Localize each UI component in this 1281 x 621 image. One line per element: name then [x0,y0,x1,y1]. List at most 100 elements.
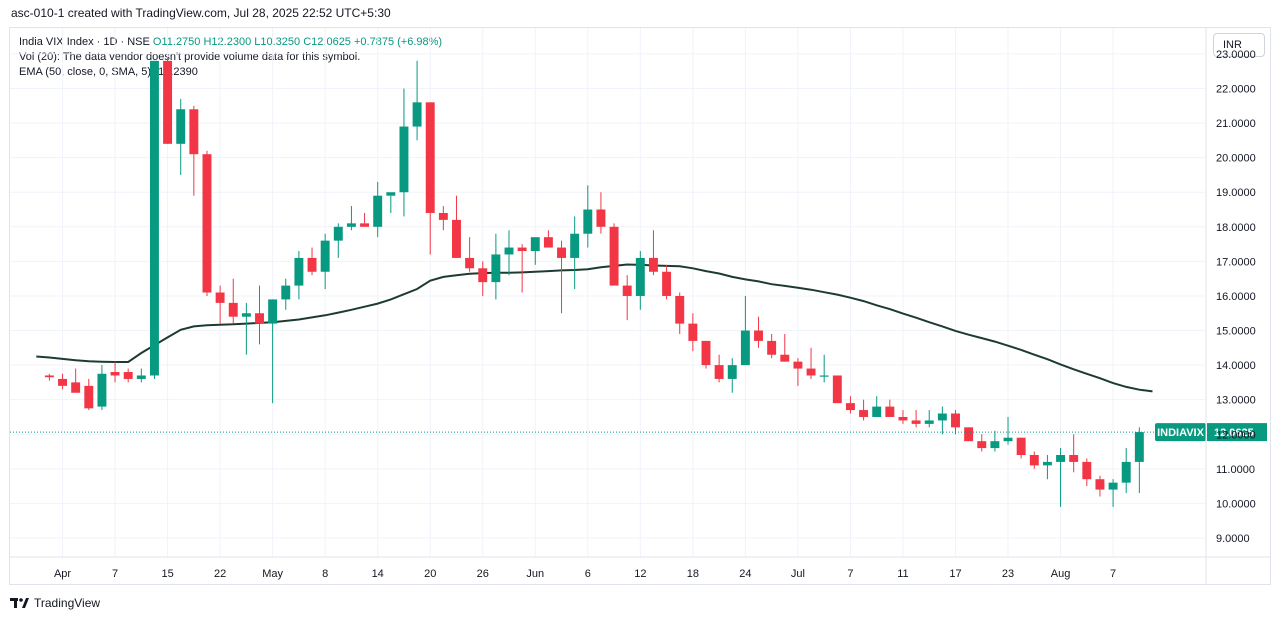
candle-body [924,420,934,424]
candle-body [1121,461,1131,483]
candle-body [399,126,409,193]
candle [228,278,238,324]
candle-body [241,313,251,317]
candle-body [806,368,816,376]
candle-body [149,60,159,376]
x-tick-label: 12 [634,568,646,580]
chart-frame [9,27,1271,585]
x-tick-label: 26 [477,568,489,580]
candle-body [189,109,199,155]
candle [859,399,869,421]
x-tick-label: 24 [739,568,751,580]
candle [819,354,829,383]
candle-body [136,375,146,379]
y-tick-label: 15.0000 [1216,326,1256,338]
candle [990,430,1000,452]
candle [662,264,672,300]
candle [346,206,356,231]
candle-body [832,375,842,404]
candle-body [163,60,173,144]
symbol-title[interactable]: India VIX Index · 1D · NSE [19,36,150,48]
candle-body [740,330,750,366]
candle-body [465,257,475,269]
candle-body [360,223,370,227]
candle [964,427,974,442]
candle [767,333,777,359]
candle [1056,448,1066,507]
candle [1134,427,1144,494]
candle [386,192,396,213]
candle [478,261,488,296]
candle-body [977,441,987,449]
candle [491,233,501,300]
candle [425,102,435,255]
candle [648,230,658,276]
candle [570,216,580,290]
candle-body [570,233,580,258]
tradingview-logo-icon [10,598,29,608]
y-tick-label: 13.0000 [1216,395,1256,407]
symbol-tag-label: INDIAVIX [1157,427,1205,439]
candle-body [58,378,67,386]
last-price-group: INDIAVIX 12.0625 [10,423,1267,442]
candle-body [307,257,317,272]
candle-body [110,372,120,376]
candle [793,358,803,386]
candle-body [1029,455,1039,466]
candle [951,410,960,435]
x-tick-label: Jun [526,568,544,580]
candle [1016,437,1026,459]
x-tick-label: 7 [1110,568,1116,580]
candle-body [346,223,356,227]
last-price-tag-label: 12.0625 [1214,427,1254,439]
candle [465,237,475,272]
candle [215,285,225,324]
candle [97,365,107,411]
candle-body [767,340,777,355]
candle-body [412,102,422,127]
x-tick-label: 7 [112,568,118,580]
candle-body [648,257,658,272]
candle-body [819,375,829,377]
candle [530,237,540,265]
x-tick-label: 15 [161,568,173,580]
candle-body [609,226,619,286]
candle-body [727,365,737,379]
tradingview-brand[interactable]: TradingView [10,596,100,610]
candle [583,185,593,248]
x-tick-label: Jul [791,568,805,580]
candle [557,240,567,314]
candle [701,340,711,369]
y-tick-label: 22.0000 [1216,84,1256,96]
candle-body [202,154,212,293]
candle [504,230,514,276]
ema-line [36,263,1153,393]
currency-selector[interactable]: INR [1213,33,1265,57]
x-axis[interactable]: Apr 7 15 22 May 8 14 20 26 Jun 6 12 18 24 Jul 7 11 17 23 Au… [9,556,1271,580]
candle [110,361,120,383]
candle-body [990,441,1000,449]
y-tick-label: 14.0000 [1216,360,1256,372]
ohlc-high: H12.2300 [203,36,252,48]
candle [255,285,264,345]
caption: asc-010-1 created with TradingView.com, … [11,6,391,20]
candle-body [872,406,882,417]
candle [58,373,67,390]
candle [937,406,947,435]
candle-body [215,292,225,303]
candle-body [294,257,304,286]
ohlc-open: O11.2750 [152,36,201,48]
candle [622,275,632,321]
ohlc-close: C12.0625 [303,36,351,48]
candle [307,247,317,276]
y-axis[interactable]: 23.0000 22.0000 21.0000 20.0000 19.0000 18.00… [1205,27,1256,585]
candle [189,105,199,196]
x-tick-label: 7 [847,568,853,580]
candle-body [793,361,803,369]
candle [1108,479,1118,507]
candle-body [452,219,461,258]
candle-body [701,340,711,366]
candle [123,368,133,383]
candle [268,299,278,404]
